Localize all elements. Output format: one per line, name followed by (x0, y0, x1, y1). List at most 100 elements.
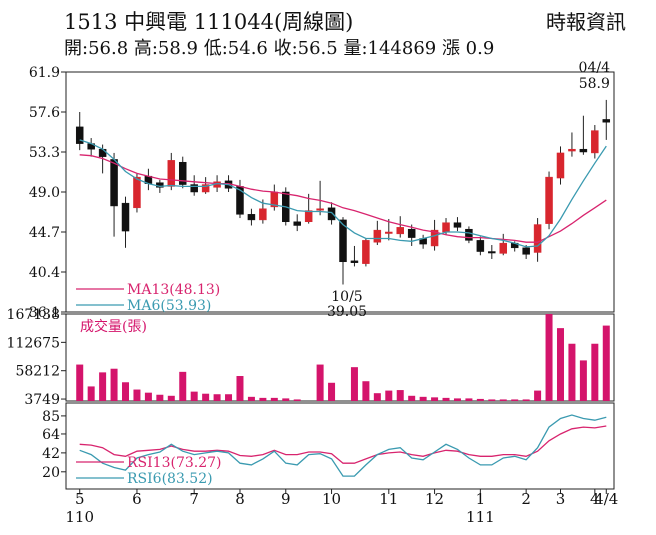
volume-bar (453, 398, 461, 401)
volume-bar (431, 397, 439, 401)
x-tick-label: 12 (425, 490, 444, 508)
x-tick-label: 7 (189, 490, 199, 508)
volume-bar (99, 372, 107, 401)
legend-label: MA13(48.13) (127, 282, 220, 298)
volume-tick-label: 167138 (7, 307, 60, 323)
volume-bar (76, 364, 84, 401)
x-tick-label: 4/4 (594, 490, 618, 508)
price-frame (65, 71, 615, 313)
x-tick-label: 3 (556, 490, 566, 508)
ohlc-summary: 開:56.8 高:58.9 低:54.6 收:56.5 量:144869 漲 0… (64, 38, 495, 59)
candle-body (602, 119, 611, 123)
candle-body (339, 219, 347, 263)
volume-panel: 167138 112675 58212 3749 成交量(張) (7, 307, 610, 408)
rsi-panel: 85 64 42 20 RSI13(73.27)RSI6(83.52) (42, 409, 607, 487)
volume-bar (419, 396, 427, 401)
volume-bar (476, 398, 484, 401)
volume-bar (133, 389, 141, 401)
candle-body (453, 222, 462, 228)
candle-body (190, 184, 198, 193)
low-date-label: 10/5 (331, 289, 362, 305)
chart-title: 1513 中興電 111044(周線圖) (64, 10, 354, 34)
candle-body (568, 148, 576, 152)
volume-bar (225, 394, 233, 401)
x-tick-label: 2 (521, 490, 531, 508)
candle-body (556, 152, 565, 179)
candle-body (465, 228, 473, 241)
candle-body (442, 222, 450, 233)
candle-body (110, 159, 118, 207)
candle-body (316, 208, 324, 211)
candle-body (350, 260, 359, 263)
volume-bar (316, 364, 324, 401)
volume-bar (465, 398, 473, 401)
volume-bar (511, 399, 519, 401)
chart-frame (65, 71, 615, 490)
candle-body (396, 227, 404, 235)
volume-bar (236, 376, 244, 401)
candle-body (293, 221, 301, 226)
price-tick-label: 53.3 (29, 145, 60, 161)
candle-body (545, 176, 553, 224)
candle-body (327, 207, 336, 221)
candle-body (121, 202, 130, 232)
volume-bar (568, 343, 576, 401)
rsi6-line (79, 414, 607, 477)
candle-body (247, 214, 256, 221)
volume-bar (202, 393, 210, 401)
x-year-label: 110 (65, 508, 94, 526)
rsi-tick-label: 20 (42, 465, 60, 481)
volume-bar (190, 391, 198, 401)
volume-bar (408, 395, 416, 401)
volume-bar (122, 382, 130, 401)
volume-bar (499, 399, 507, 401)
x-tick-label: 1 (476, 490, 486, 508)
high-date-label: 04/4 (579, 60, 611, 76)
candle-body (488, 251, 496, 254)
rsi-legend-label: RSI6(83.52) (127, 471, 213, 487)
candle-body (133, 176, 141, 209)
volume-bar (442, 397, 450, 401)
candle-body (373, 229, 382, 243)
candle-body (98, 148, 107, 157)
volume-bar (556, 328, 564, 401)
price-panel: 61.9 57.6 53.3 49.0 44.7 40.4 36.1 MA13(48.13)M… (29, 60, 610, 321)
volume-bar (144, 392, 152, 401)
volume-bar (156, 394, 164, 401)
volume-bar (396, 390, 404, 401)
candle-body (362, 240, 370, 264)
source-label: 時報資訊 (546, 10, 626, 34)
volume-bar (282, 398, 290, 401)
volume-bar (87, 386, 95, 401)
candle-body (591, 130, 599, 154)
x-tick-label: 10 (322, 490, 341, 508)
volume-bar (522, 399, 530, 401)
volume-bar (362, 381, 370, 401)
volume-title: 成交量(張) (80, 318, 147, 335)
legend-label: MA6(53.93) (127, 298, 211, 314)
rsi-tick-label: 42 (42, 446, 60, 462)
volume-bar (373, 393, 381, 401)
x-tick-label: 9 (281, 490, 291, 508)
low-value-label: 39.05 (327, 304, 367, 320)
x-tick-label: 11 (379, 490, 398, 508)
x-tick-label: 6 (132, 490, 142, 508)
volume-bar (591, 343, 599, 401)
volume-bar (167, 395, 175, 401)
candle-body (522, 247, 530, 255)
high-value-label: 58.9 (579, 76, 610, 92)
candle-body (430, 229, 439, 247)
candle-body (259, 208, 267, 221)
volume-bar (534, 390, 542, 401)
rsi-legend-label: RSI13(73.27) (127, 455, 221, 471)
volume-bar (179, 371, 187, 401)
volume-bar (602, 325, 610, 401)
candle-body (533, 224, 542, 253)
candle-body (304, 210, 313, 223)
rsi-frame (65, 402, 615, 490)
candle-body (385, 231, 393, 234)
volume-bar (385, 390, 393, 401)
volume-bar (545, 314, 553, 401)
